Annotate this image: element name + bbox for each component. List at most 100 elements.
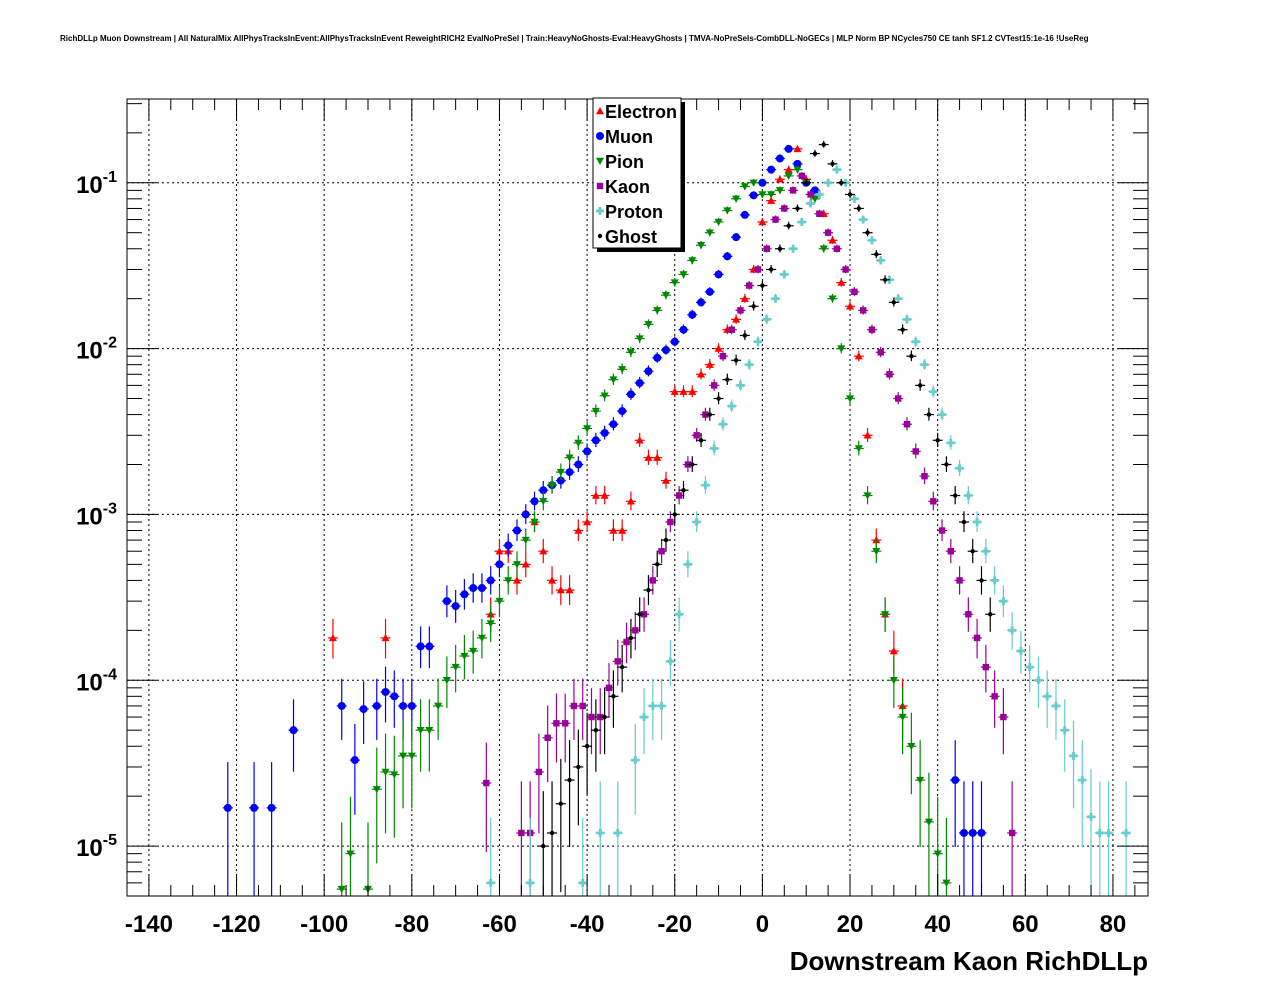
data-point-ghost: [611, 694, 616, 699]
data-point-pion: [793, 166, 802, 174]
data-point-kaon: [588, 713, 595, 721]
data-point-electron: [758, 217, 767, 226]
data-point-muon: [732, 233, 741, 242]
data-point-ghost: [900, 327, 905, 332]
data-point-kaon: [579, 702, 586, 710]
data-point-kaon: [518, 829, 525, 837]
data-point-electron: [609, 526, 618, 534]
data-point-electron: [784, 165, 793, 173]
data-point-ghost: [865, 230, 870, 235]
series-ghost: [538, 140, 996, 896]
data-point-electron: [661, 476, 670, 484]
data-point-pion: [460, 652, 469, 661]
legend-marker-muon: [596, 132, 604, 140]
data-point-pion: [337, 885, 346, 894]
data-point-muon: [784, 144, 793, 153]
data-point-muon: [442, 597, 451, 606]
data-point-pion: [705, 229, 714, 237]
data-point-kaon: [710, 382, 718, 389]
data-point-muon: [723, 252, 732, 261]
chart-title: RichDLLp Muon Downstream | All NaturalMi…: [60, 34, 1089, 43]
data-point-pion: [434, 702, 443, 710]
legend-marker-ghost: [597, 233, 603, 239]
x-tick-label: 80: [1100, 911, 1127, 938]
data-point-pion: [591, 407, 600, 416]
data-point-kaon: [693, 432, 700, 439]
data-point-muon: [460, 590, 469, 599]
data-point-pion: [881, 611, 890, 619]
data-point-muon: [486, 576, 495, 585]
data-point-proton: [1069, 751, 1078, 760]
data-point-kaon: [754, 266, 762, 273]
x-tick-label: -140: [125, 911, 173, 938]
data-point-electron: [863, 431, 872, 439]
legend-marker-proton: [596, 207, 604, 215]
data-point-proton: [964, 491, 973, 500]
data-point-ghost: [830, 161, 835, 167]
data-point-ghost: [856, 206, 861, 211]
data-point-ghost: [681, 487, 686, 493]
data-point-ghost: [795, 206, 800, 211]
data-point-ghost: [637, 612, 642, 617]
data-point-electron: [495, 547, 504, 555]
data-point-ghost: [821, 142, 826, 147]
data-point-muon: [740, 210, 749, 219]
data-point-ghost: [979, 578, 984, 583]
data-point-pion: [670, 279, 679, 287]
data-point-kaon: [886, 371, 893, 378]
data-point-ghost: [812, 151, 818, 156]
data-point-muon: [653, 353, 662, 362]
x-tick-label: 20: [837, 911, 864, 938]
data-point-proton: [1087, 812, 1096, 821]
data-point-electron: [591, 491, 600, 499]
data-point-kaon: [781, 205, 788, 212]
legend-marker-pion: [596, 157, 604, 165]
data-point-proton: [981, 547, 990, 556]
data-point-pion: [846, 395, 855, 403]
data-point-ghost: [733, 358, 739, 363]
y-tick-label: 10-1: [76, 169, 117, 199]
data-point-ghost: [768, 267, 774, 272]
data-point-kaon: [1008, 829, 1016, 837]
data-point-proton: [596, 828, 605, 837]
data-point-kaon: [816, 210, 823, 217]
data-point-electron: [574, 526, 583, 534]
data-point-proton: [1060, 726, 1069, 735]
data-point-kaon: [719, 352, 727, 360]
data-point-muon: [416, 642, 425, 651]
data-point-pion: [407, 752, 416, 760]
data-point-proton: [955, 464, 964, 473]
data-point-ghost: [716, 396, 721, 401]
legend-label-kaon: Kaon: [605, 177, 650, 197]
data-point-proton: [1095, 828, 1104, 837]
data-point-proton: [526, 878, 535, 887]
data-point-pion: [583, 425, 592, 433]
data-point-pion: [565, 454, 574, 462]
x-tick-label: 40: [924, 911, 951, 938]
data-point-kaon: [982, 663, 990, 671]
data-point-pion: [495, 597, 504, 606]
data-point-pion: [416, 726, 425, 735]
data-point-pion: [679, 271, 688, 279]
data-point-pion: [556, 468, 565, 477]
data-point-ghost: [944, 462, 949, 467]
data-point-proton: [486, 878, 495, 887]
data-point-kaon: [965, 611, 972, 618]
data-point-kaon: [570, 702, 578, 710]
x-axis-label: Downstream Kaon RichDLLp: [790, 946, 1148, 976]
data-point-muon: [670, 337, 679, 346]
data-point-pion: [653, 307, 662, 315]
data-point-kaon: [614, 658, 621, 665]
data-point-ghost: [786, 223, 791, 229]
legend-label-electron: Electron: [605, 102, 677, 122]
data-point-muon: [425, 642, 434, 651]
data-point-ghost: [558, 801, 564, 806]
x-tick-label: 0: [756, 911, 769, 938]
data-point-proton: [1051, 701, 1060, 710]
data-point-electron: [854, 352, 863, 360]
data-point-kaon: [483, 779, 490, 787]
data-point-electron: [688, 387, 697, 395]
data-point-pion: [372, 786, 381, 794]
data-point-muon: [977, 828, 986, 837]
